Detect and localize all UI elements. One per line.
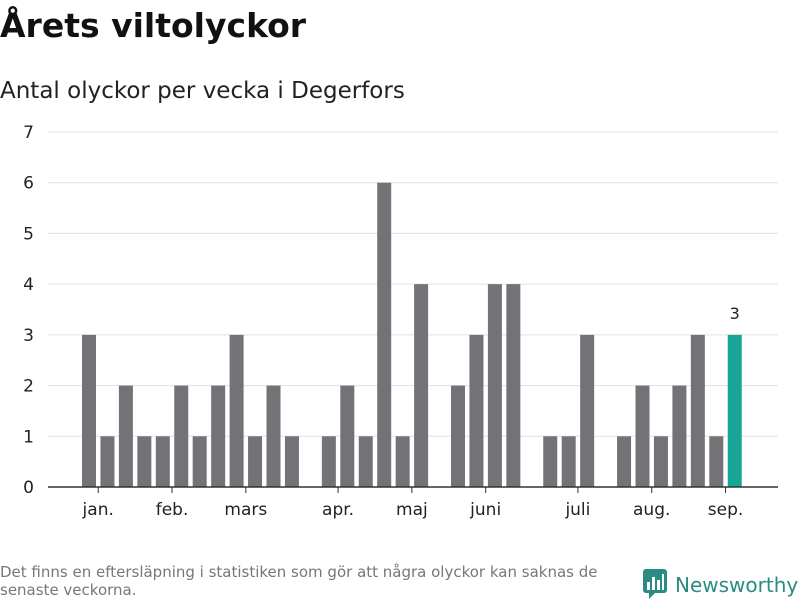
y-tick-label: 3 — [23, 326, 34, 346]
bar — [487, 284, 502, 487]
bar — [100, 436, 115, 487]
bar — [118, 385, 133, 487]
bar — [506, 284, 521, 487]
y-tick-label: 7 — [23, 123, 34, 143]
x-tick-label: mars — [224, 500, 267, 520]
bar — [340, 385, 355, 487]
y-tick-label: 1 — [23, 427, 34, 447]
newsworthy-logo-icon — [643, 569, 667, 599]
chart-title: Årets viltolyckor — [0, 6, 307, 45]
data-label: 3 — [730, 304, 740, 323]
bar — [358, 436, 373, 487]
bar — [653, 436, 668, 487]
bar — [321, 436, 336, 487]
bar — [248, 436, 263, 487]
bar — [561, 436, 576, 487]
bar — [690, 334, 705, 487]
y-tick-label: 6 — [23, 174, 34, 194]
bar — [211, 385, 226, 487]
x-tick-label: juni — [469, 500, 501, 520]
bar-highlight — [727, 334, 742, 487]
chart-subtitle: Antal olyckor per vecka i Degerfors — [0, 78, 405, 104]
y-tick-label: 0 — [23, 478, 34, 498]
x-tick-label: maj — [396, 500, 428, 520]
x-tick-label: apr. — [322, 500, 354, 520]
x-tick-label: jan. — [82, 500, 114, 520]
bar — [284, 436, 299, 487]
bar — [635, 385, 650, 487]
bar — [580, 334, 595, 487]
x-tick-label: juli — [564, 500, 590, 520]
brand-name: Newsworthy — [675, 573, 799, 597]
bar — [377, 182, 392, 487]
bar — [469, 334, 484, 487]
bar — [672, 385, 687, 487]
bar — [414, 284, 429, 487]
bar — [709, 436, 724, 487]
bar — [192, 436, 207, 487]
bar — [82, 334, 96, 487]
x-tick-label: sep. — [708, 500, 744, 520]
bar — [137, 436, 152, 487]
y-tick-label: 4 — [23, 275, 34, 295]
bar-chart: 0 1 2 3 4 5 6 7 3 jan. feb. mars apr. maj juni juli aug.… — [23, 123, 778, 520]
y-tick-label: 2 — [23, 377, 34, 397]
brand-logo: Newsworthy — [643, 569, 798, 601]
bar — [395, 436, 410, 487]
bar — [451, 385, 465, 487]
x-tick-label: feb. — [156, 500, 189, 520]
bar — [543, 436, 558, 487]
bar — [229, 334, 244, 487]
footnote: Det finns en eftersläpning i statistiken… — [0, 563, 598, 599]
x-tick-label: aug. — [633, 500, 670, 520]
bar — [155, 436, 170, 487]
bar — [266, 385, 281, 487]
bar — [174, 385, 189, 487]
bar — [617, 436, 632, 487]
y-tick-label: 5 — [23, 224, 34, 244]
